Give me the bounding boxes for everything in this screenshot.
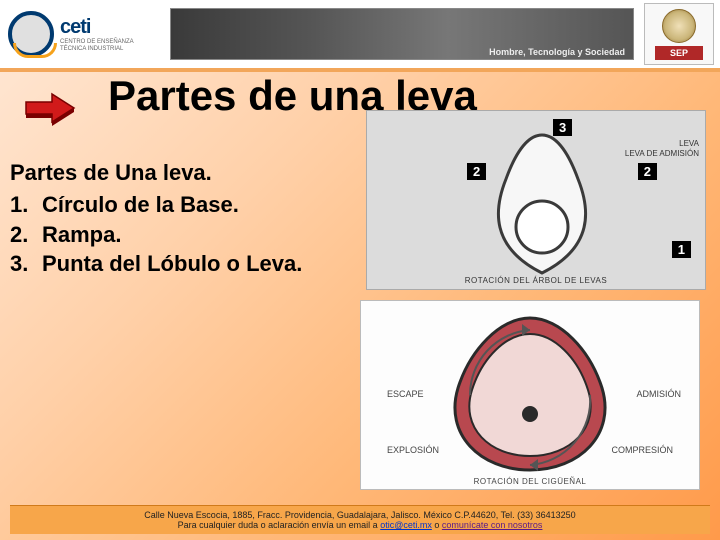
list-text: Punta del Lóbulo o Leva. <box>42 249 302 279</box>
footer-text: Para cualquier duda o aclaración envía u… <box>178 520 381 530</box>
diagram-label-1: 1 <box>672 241 691 258</box>
diagram-label-2-right: 2 <box>638 163 657 180</box>
ceti-logo-ring <box>8 11 54 57</box>
footer-email-link[interactable]: otic@ceti.mx <box>380 520 432 530</box>
sep-label: SEP <box>655 46 703 60</box>
list-number: 1. <box>10 190 42 220</box>
rot-label-escape: ESCAPE <box>387 389 424 399</box>
diagram-side-label-2: LEVA DE ADMISIÓN <box>625 149 699 158</box>
arrow-right-icon <box>22 90 78 126</box>
footer-line-2: Para cualquier duda o aclaración envía u… <box>18 520 702 530</box>
cam-rotation-icon <box>430 310 630 480</box>
logo-text-small1: CENTRO DE ENSEÑANZA <box>60 39 134 46</box>
sep-seal-icon <box>662 9 696 43</box>
cam-diagram: 3 2 2 1 LEVA LEVA DE ADMISIÓN ROTACIÓN D… <box>366 110 706 290</box>
header-bar: ceti CENTRO DE ENSEÑANZA TÉCNICA INDUSTR… <box>0 0 720 72</box>
sep-logo: SEP <box>644 3 714 65</box>
list-text: Círculo de la Base. <box>42 190 239 220</box>
subtitle: Partes de Una leva. <box>10 160 212 186</box>
logo-text-big: ceti <box>60 16 134 39</box>
ceti-logo: ceti CENTRO DE ENSEÑANZA TÉCNICA INDUSTR… <box>0 0 160 70</box>
rot-label-compresion: COMPRESIÓN <box>611 445 673 455</box>
parts-list: 1. Círculo de la Base. 2. Rampa. 3. Punt… <box>10 190 302 279</box>
rot-label-bottom: ROTACIÓN DEL CIGÜEÑAL <box>361 477 699 486</box>
list-item: 3. Punta del Lóbulo o Leva. <box>10 249 302 279</box>
header-photo-caption: Hombre, Tecnología y Sociedad <box>489 47 625 57</box>
diagram-caption: ROTACIÓN DEL ÁRBOL DE LEVAS <box>367 276 705 285</box>
list-text: Rampa. <box>42 220 121 250</box>
header-photo: Hombre, Tecnología y Sociedad <box>170 8 634 60</box>
diagram-label-2-left: 2 <box>467 163 486 180</box>
footer-line-1: Calle Nueva Escocia, 1885, Fracc. Provid… <box>18 510 702 520</box>
cam-shape-icon <box>482 129 602 279</box>
list-item: 1. Círculo de la Base. <box>10 190 302 220</box>
ceti-logo-text: ceti CENTRO DE ENSEÑANZA TÉCNICA INDUSTR… <box>60 16 134 52</box>
list-item: 2. Rampa. <box>10 220 302 250</box>
list-number: 3. <box>10 249 42 279</box>
logo-text-small2: TÉCNICA INDUSTRIAL <box>60 46 134 53</box>
list-number: 2. <box>10 220 42 250</box>
rotation-diagram: ESCAPE ADMISIÓN COMPRESIÓN EXPLOSIÓN ROT… <box>360 300 700 490</box>
footer-text: o <box>432 520 442 530</box>
rot-label-admision: ADMISIÓN <box>636 389 681 399</box>
footer-contact-link[interactable]: comunícate con nosotros <box>442 520 543 530</box>
rot-label-explosion: EXPLOSIÓN <box>387 445 439 455</box>
footer: Calle Nueva Escocia, 1885, Fracc. Provid… <box>10 505 710 534</box>
diagram-side-label-1: LEVA <box>679 139 699 148</box>
diagram-label-3: 3 <box>553 119 572 136</box>
